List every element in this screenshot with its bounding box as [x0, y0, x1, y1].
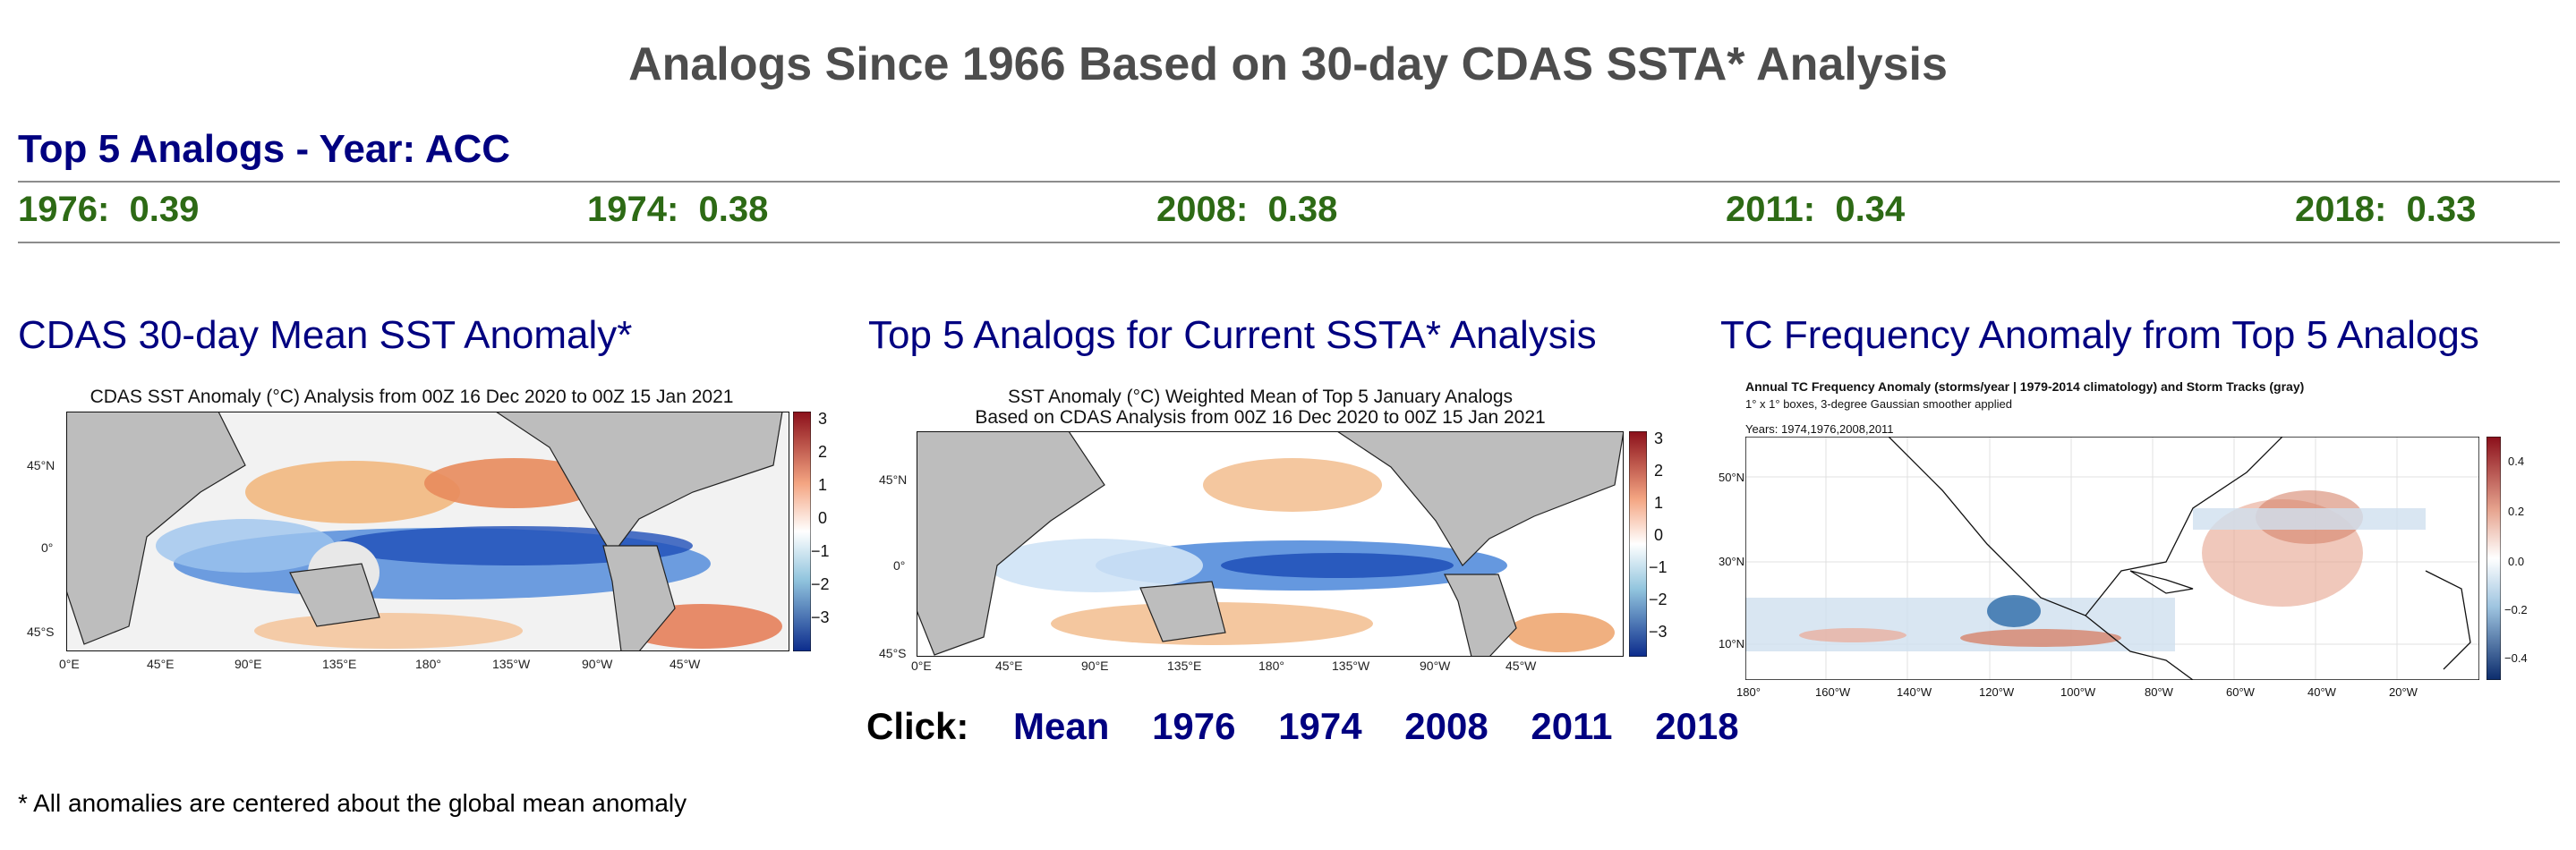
- section-title-tc: TC Frequency Anomaly from Top 5 Analogs: [1720, 313, 2479, 357]
- map3-lon-label: 100°W: [2060, 685, 2096, 699]
- footnote: * All anomalies are centered about the g…: [18, 789, 687, 817]
- map1-lon-label: 45°W: [670, 657, 701, 671]
- map2-lon-label: 45°W: [1506, 659, 1537, 673]
- link-1976[interactable]: 1976: [1152, 705, 1236, 747]
- map2-lon-label: 90°W: [1420, 659, 1451, 673]
- map1-plot: [66, 412, 789, 651]
- map3-cbar-label: −0.2: [2504, 603, 2528, 616]
- map1-cbar-label: 2: [818, 443, 828, 461]
- map1-cbar-label: 0: [818, 509, 828, 527]
- divider-top: [18, 181, 2560, 183]
- map3-cbar-label: 0.2: [2508, 505, 2525, 518]
- map3-lon-label: 80°W: [2145, 685, 2173, 699]
- map2-lon-label: 180°: [1258, 659, 1284, 673]
- acc-heading: Top 5 Analogs - Year: ACC: [18, 127, 511, 171]
- link-2008[interactable]: 2008: [1404, 705, 1488, 747]
- map3-lon-label: 40°W: [2307, 685, 2336, 699]
- map2-cbar-label: −1: [1649, 558, 1668, 576]
- map2-lat-label: 45°S: [879, 646, 907, 660]
- map1-cbar-label: −1: [811, 542, 830, 560]
- map1-cbar-label: −2: [811, 575, 830, 593]
- analog-mean-map[interactable]: SST Anomaly (°C) Weighted Mean of Top 5 …: [866, 383, 1672, 673]
- map2-lon-label: 135°W: [1332, 659, 1370, 673]
- map3-lon-label: 160°W: [1815, 685, 1851, 699]
- map1-lon-label: 180°: [415, 657, 441, 671]
- map1-colorbar: [793, 412, 811, 651]
- map1-lat-label: 45°N: [27, 458, 55, 472]
- map2-colorbar: [1629, 431, 1647, 657]
- map1-lon-label: 90°E: [235, 657, 262, 671]
- map3-lon-label: 120°W: [1979, 685, 2015, 699]
- map3-cbar-label: 0.0: [2508, 555, 2525, 568]
- map1-lon-label: 90°W: [582, 657, 613, 671]
- map3-lon-label: 140°W: [1897, 685, 1932, 699]
- link-mean[interactable]: Mean: [1013, 705, 1110, 747]
- link-2018[interactable]: 2018: [1655, 705, 1739, 747]
- map2-cbar-label: −3: [1649, 623, 1668, 641]
- map1-lon-label: 135°W: [492, 657, 531, 671]
- map3-subtitle: 1° x 1° boxes, 3-degree Gaussian smoothe…: [1745, 397, 2013, 411]
- analog-1974: 1974: 0.38: [587, 190, 769, 229]
- map2-plot: [917, 431, 1624, 657]
- section-title-sst: CDAS 30-day Mean SST Anomaly*: [18, 313, 633, 357]
- map1-cbar-label: −3: [811, 608, 830, 626]
- map1-cbar-label: 1: [818, 476, 828, 494]
- analog-1976: 1976: 0.39: [18, 190, 200, 229]
- map2-title-line2: Based on CDAS Analysis from 00Z 16 Dec 2…: [975, 407, 1546, 428]
- map2-title-line1: SST Anomaly (°C) Weighted Mean of Top 5 …: [1007, 387, 1514, 407]
- map3-lat-label: 50°N: [1719, 471, 1745, 484]
- map2-lon-label: 45°E: [995, 659, 1023, 673]
- tc-frequency-map[interactable]: Annual TC Frequency Anomaly (storms/year…: [1719, 376, 2560, 707]
- map2-lon-label: 135°E: [1167, 659, 1202, 673]
- section-title-analogs: Top 5 Analogs for Current SSTA* Analysis: [868, 313, 1597, 357]
- map2-cbar-label: 1: [1654, 494, 1664, 512]
- map3-cbar-label: −0.4: [2504, 651, 2528, 665]
- map3-years: Years: 1974,1976,2008,2011: [1745, 422, 1894, 436]
- map2-lon-label: 0°E: [911, 659, 932, 673]
- map3-lat-label: 30°N: [1719, 555, 1745, 568]
- click-label: Click:: [866, 705, 969, 747]
- analog-selector: Click: Mean 1976 1974 2008 2011 2018: [866, 705, 1771, 748]
- map3-lon-label: 180°: [1736, 685, 1761, 699]
- sst-anomaly-map[interactable]: CDAS SST Anomaly (°C) Analysis from 00Z …: [18, 383, 830, 678]
- map2-cbar-label: 2: [1654, 462, 1664, 480]
- analog-2008: 2008: 0.38: [1156, 190, 1338, 229]
- map1-lon-label: 0°E: [59, 657, 80, 671]
- map2-lat-label: 0°: [893, 558, 906, 573]
- page-title: Analogs Since 1966 Based on 30-day CDAS …: [628, 38, 1948, 90]
- map3-title: Annual TC Frequency Anomaly (storms/year…: [1745, 379, 2305, 394]
- map2-cbar-label: 0: [1654, 526, 1664, 544]
- link-2011[interactable]: 2011: [1531, 705, 1613, 747]
- map2-cbar-label: 3: [1654, 429, 1664, 447]
- map1-lat-label: 0°: [41, 540, 54, 555]
- divider-bottom: [18, 242, 2560, 243]
- map1-lat-label: 45°S: [27, 625, 55, 639]
- map1-title: CDAS SST Anomaly (°C) Analysis from 00Z …: [90, 387, 734, 407]
- map1-lon-label: 45°E: [147, 657, 175, 671]
- map2-lat-label: 45°N: [879, 472, 908, 487]
- map3-lon-label: 60°W: [2226, 685, 2255, 699]
- map2-lon-label: 90°E: [1081, 659, 1109, 673]
- map3-lon-label: 20°W: [2389, 685, 2418, 699]
- map2-cbar-label: −2: [1649, 591, 1668, 608]
- map1-lon-label: 135°E: [322, 657, 357, 671]
- map1-cbar-label: 3: [818, 410, 828, 428]
- analog-2011: 2011: 0.34: [1726, 190, 1906, 229]
- map3-cbar-label: 0.4: [2508, 455, 2525, 468]
- link-1974[interactable]: 1974: [1278, 705, 1362, 747]
- analog-2018: 2018: 0.33: [2295, 190, 2477, 229]
- map3-plot: [1745, 437, 2479, 680]
- map3-lat-label: 10°N: [1719, 637, 1745, 650]
- map3-colorbar: [2486, 437, 2501, 680]
